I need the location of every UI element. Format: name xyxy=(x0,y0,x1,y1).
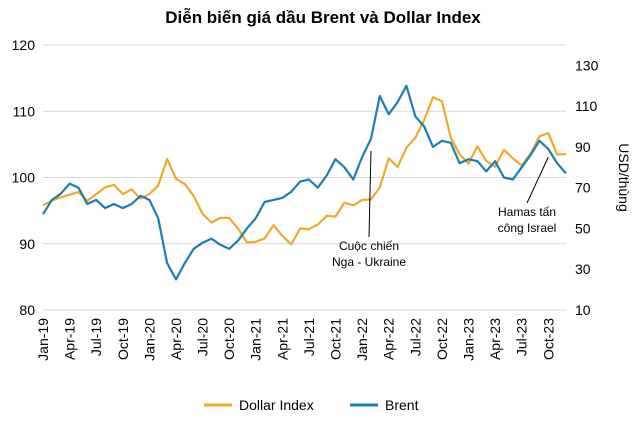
x-tick-label: Oct-22 xyxy=(434,318,450,360)
annotation-text: Cuộc chiến xyxy=(339,239,399,253)
x-tick-label: Apr-22 xyxy=(381,318,397,360)
y-tick-label: 110 xyxy=(13,103,36,119)
x-tick-label: Jan-20 xyxy=(141,318,157,361)
annotation-text: Nga - Ukraine xyxy=(332,255,406,269)
x-tick-label: Jul-19 xyxy=(88,318,104,356)
legend-label-dollar-index: Dollar Index xyxy=(239,397,314,413)
y-tick-label: 100 xyxy=(12,170,36,186)
x-tick-label: Apr-23 xyxy=(487,318,503,360)
x-tick-label: Jan-23 xyxy=(460,318,476,361)
x-tick-label: Jan-22 xyxy=(354,318,370,361)
legend: Dollar Index Brent xyxy=(204,397,419,413)
series-line-dollar-index xyxy=(42,96,566,246)
x-tick-label: Oct-20 xyxy=(221,318,237,360)
annotation-leader xyxy=(526,156,549,204)
series-lines xyxy=(42,84,567,281)
annotations: Cuộc chiến Nga - Ukraine Hamas tấn công Isr… xyxy=(332,150,557,269)
x-tick-label: Jan-21 xyxy=(248,318,264,361)
gridlines xyxy=(43,44,566,311)
legend-label-brent: Brent xyxy=(385,397,419,413)
x-tick-label: Jan-19 xyxy=(35,318,51,361)
right-axis-label: USD/thùng xyxy=(616,143,632,211)
y2-tick-label: 50 xyxy=(575,220,591,236)
y-tick-label: 80 xyxy=(19,302,35,318)
x-tick-label: Jul-22 xyxy=(407,318,423,356)
x-tick-label: Apr-21 xyxy=(274,318,290,360)
x-axis-ticks: Jan-19 Apr-19 Jul-19 Oct-19 Jan-20 Apr-20 Jul-… xyxy=(35,318,556,361)
x-tick-label: Apr-20 xyxy=(168,318,184,360)
chart-title: Diễn biến giá dầu Brent và Dollar Index xyxy=(165,8,481,27)
y2-tick-label: 130 xyxy=(575,57,599,73)
x-tick-label: Oct-19 xyxy=(115,318,131,360)
left-axis-ticks: 80 90 100 110 120 xyxy=(12,37,36,318)
y2-tick-label: 10 xyxy=(575,302,591,318)
x-tick-label: Jul-20 xyxy=(195,318,211,356)
annotation-text: công Israel xyxy=(498,221,557,235)
right-axis-ticks: 10 30 50 70 90 110 130 xyxy=(575,57,599,318)
annotation-text: Hamas tấn xyxy=(498,205,556,219)
x-tick-label: Oct-21 xyxy=(328,318,344,360)
y2-tick-label: 30 xyxy=(575,261,591,277)
y2-tick-label: 110 xyxy=(575,98,598,114)
y-tick-label: 90 xyxy=(19,236,35,252)
x-tick-label: Oct-23 xyxy=(540,318,556,360)
annotation-leader xyxy=(368,150,372,238)
x-tick-label: Jul-23 xyxy=(514,318,530,356)
y2-tick-label: 90 xyxy=(575,139,591,155)
y2-tick-label: 70 xyxy=(575,180,591,196)
x-tick-label: Apr-19 xyxy=(62,318,78,360)
x-tick-label: Jul-21 xyxy=(301,318,317,356)
y-tick-label: 120 xyxy=(12,37,36,53)
series-line-brent xyxy=(42,84,567,281)
